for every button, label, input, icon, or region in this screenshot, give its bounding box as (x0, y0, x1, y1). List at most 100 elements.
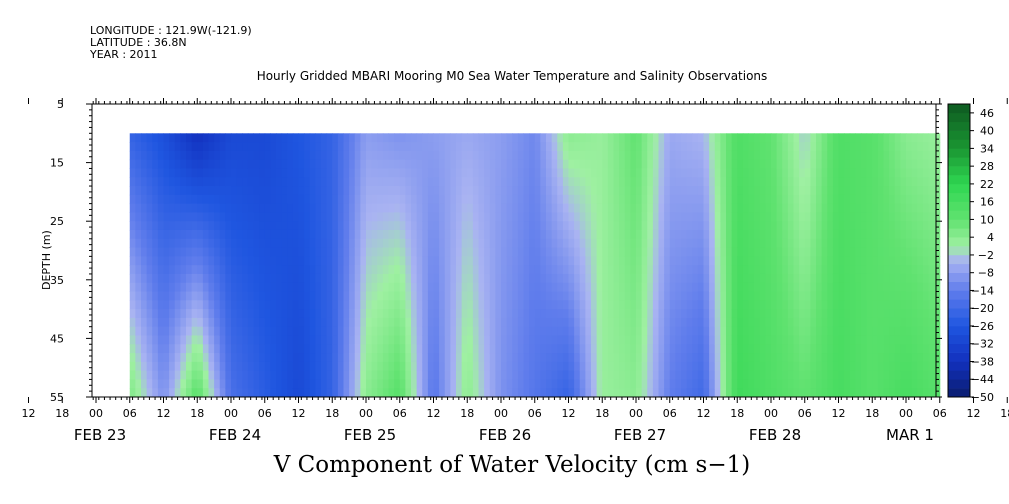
heatmap-cell (146, 142, 153, 152)
heatmap-cell (298, 238, 305, 249)
heatmap-cell (495, 309, 502, 319)
heatmap-cell (388, 388, 395, 398)
heatmap-cell (326, 300, 333, 310)
heatmap-cell (782, 326, 789, 336)
heatmap-cell (872, 159, 879, 169)
heatmap-cell (495, 300, 502, 310)
heatmap-cell (523, 317, 530, 328)
heatmap-cell (270, 256, 277, 266)
heatmap-cell (472, 379, 480, 389)
heatmap-cell (557, 238, 564, 249)
heatmap-cell (804, 370, 811, 380)
heatmap-cell (529, 344, 536, 354)
heatmap-cell (433, 317, 440, 328)
heatmap-cell (534, 282, 541, 293)
heatmap-cell (422, 142, 429, 152)
heatmap-cell (579, 273, 586, 284)
heatmap-cell (186, 282, 193, 293)
heatmap-cell (849, 194, 856, 205)
heatmap-cell (141, 212, 148, 222)
heatmap-cell (765, 229, 772, 240)
heatmap-cell (225, 335, 232, 345)
heatmap-cell (444, 388, 451, 398)
heatmap-cell (326, 291, 333, 301)
heatmap-cell (641, 361, 648, 372)
heatmap-cell (270, 326, 277, 336)
heatmap-cell (613, 370, 620, 380)
heatmap-cell (186, 344, 193, 354)
heatmap-cell (202, 379, 210, 389)
heatmap-cell (934, 265, 941, 275)
heatmap-cell (495, 361, 502, 372)
heatmap-cell (619, 229, 626, 240)
heatmap-cell (652, 379, 660, 389)
heatmap-cell (832, 221, 840, 231)
heatmap-cell (832, 194, 840, 205)
heatmap-cell (456, 238, 463, 249)
heatmap-cell (579, 300, 586, 310)
heatmap-cell (889, 265, 896, 275)
heatmap-cell (135, 168, 142, 178)
colorbar-segment (948, 308, 970, 318)
heatmap-cell (636, 229, 643, 240)
heatmap-cell (765, 309, 772, 319)
heatmap-cell (771, 212, 778, 222)
heatmap-cell (433, 256, 440, 266)
heatmap-cell (827, 159, 834, 169)
heatmap-cell (759, 361, 766, 372)
heatmap-cell (793, 379, 800, 389)
heatmap-cell (551, 335, 558, 345)
heatmap-cell (259, 177, 266, 187)
heatmap-cell (174, 353, 181, 363)
heatmap-cell (191, 291, 198, 301)
heatmap-cell (827, 142, 834, 152)
heatmap-cell (754, 247, 761, 257)
heatmap-cell (900, 344, 907, 354)
heatmap-cell (371, 326, 378, 336)
heatmap-cell (411, 203, 418, 213)
heatmap-cell (276, 291, 283, 301)
heatmap-cell (180, 168, 187, 178)
heatmap-cell (366, 256, 373, 266)
heatmap-cell (377, 309, 384, 319)
heatmap-cell (917, 388, 924, 398)
heatmap-cell (135, 212, 142, 222)
heatmap-cell (276, 159, 283, 169)
heatmap-cell (427, 335, 435, 345)
heatmap-cell (394, 326, 401, 336)
heatmap-cell (900, 177, 907, 187)
heatmap-cell (337, 159, 345, 169)
heatmap-cell (517, 177, 525, 187)
heatmap-cell (416, 309, 423, 319)
heatmap-cell (591, 229, 598, 240)
heatmap-cell (512, 142, 519, 152)
heatmap-cell (456, 229, 463, 240)
heatmap-cell (343, 229, 350, 240)
heatmap-cell (534, 265, 541, 275)
heatmap-cell (146, 317, 153, 328)
heatmap-cell (529, 265, 536, 275)
heatmap-cell (219, 370, 226, 380)
x-hour-tick-label: 00 (899, 407, 913, 420)
heatmap-cell (703, 326, 710, 336)
heatmap-cell (934, 388, 941, 398)
heatmap-cell (141, 388, 148, 398)
heatmap-cell (911, 203, 918, 213)
heatmap-cell (197, 361, 204, 372)
heatmap-cell (810, 177, 817, 187)
heatmap-cell (180, 194, 187, 205)
heatmap-cell (467, 379, 474, 389)
heatmap-cell (731, 265, 738, 275)
heatmap-cell (264, 186, 271, 196)
heatmap-cell (129, 256, 136, 266)
heatmap-cell (427, 265, 435, 275)
heatmap-cell (180, 300, 187, 310)
heatmap-cell (264, 203, 271, 213)
heatmap-cell (186, 177, 193, 187)
heatmap-cell (799, 317, 806, 328)
heatmap-cell (607, 388, 615, 398)
heatmap-cell (562, 186, 570, 196)
heatmap-cell (804, 168, 811, 178)
heatmap-cell (214, 159, 221, 169)
heatmap-cell (506, 168, 513, 178)
